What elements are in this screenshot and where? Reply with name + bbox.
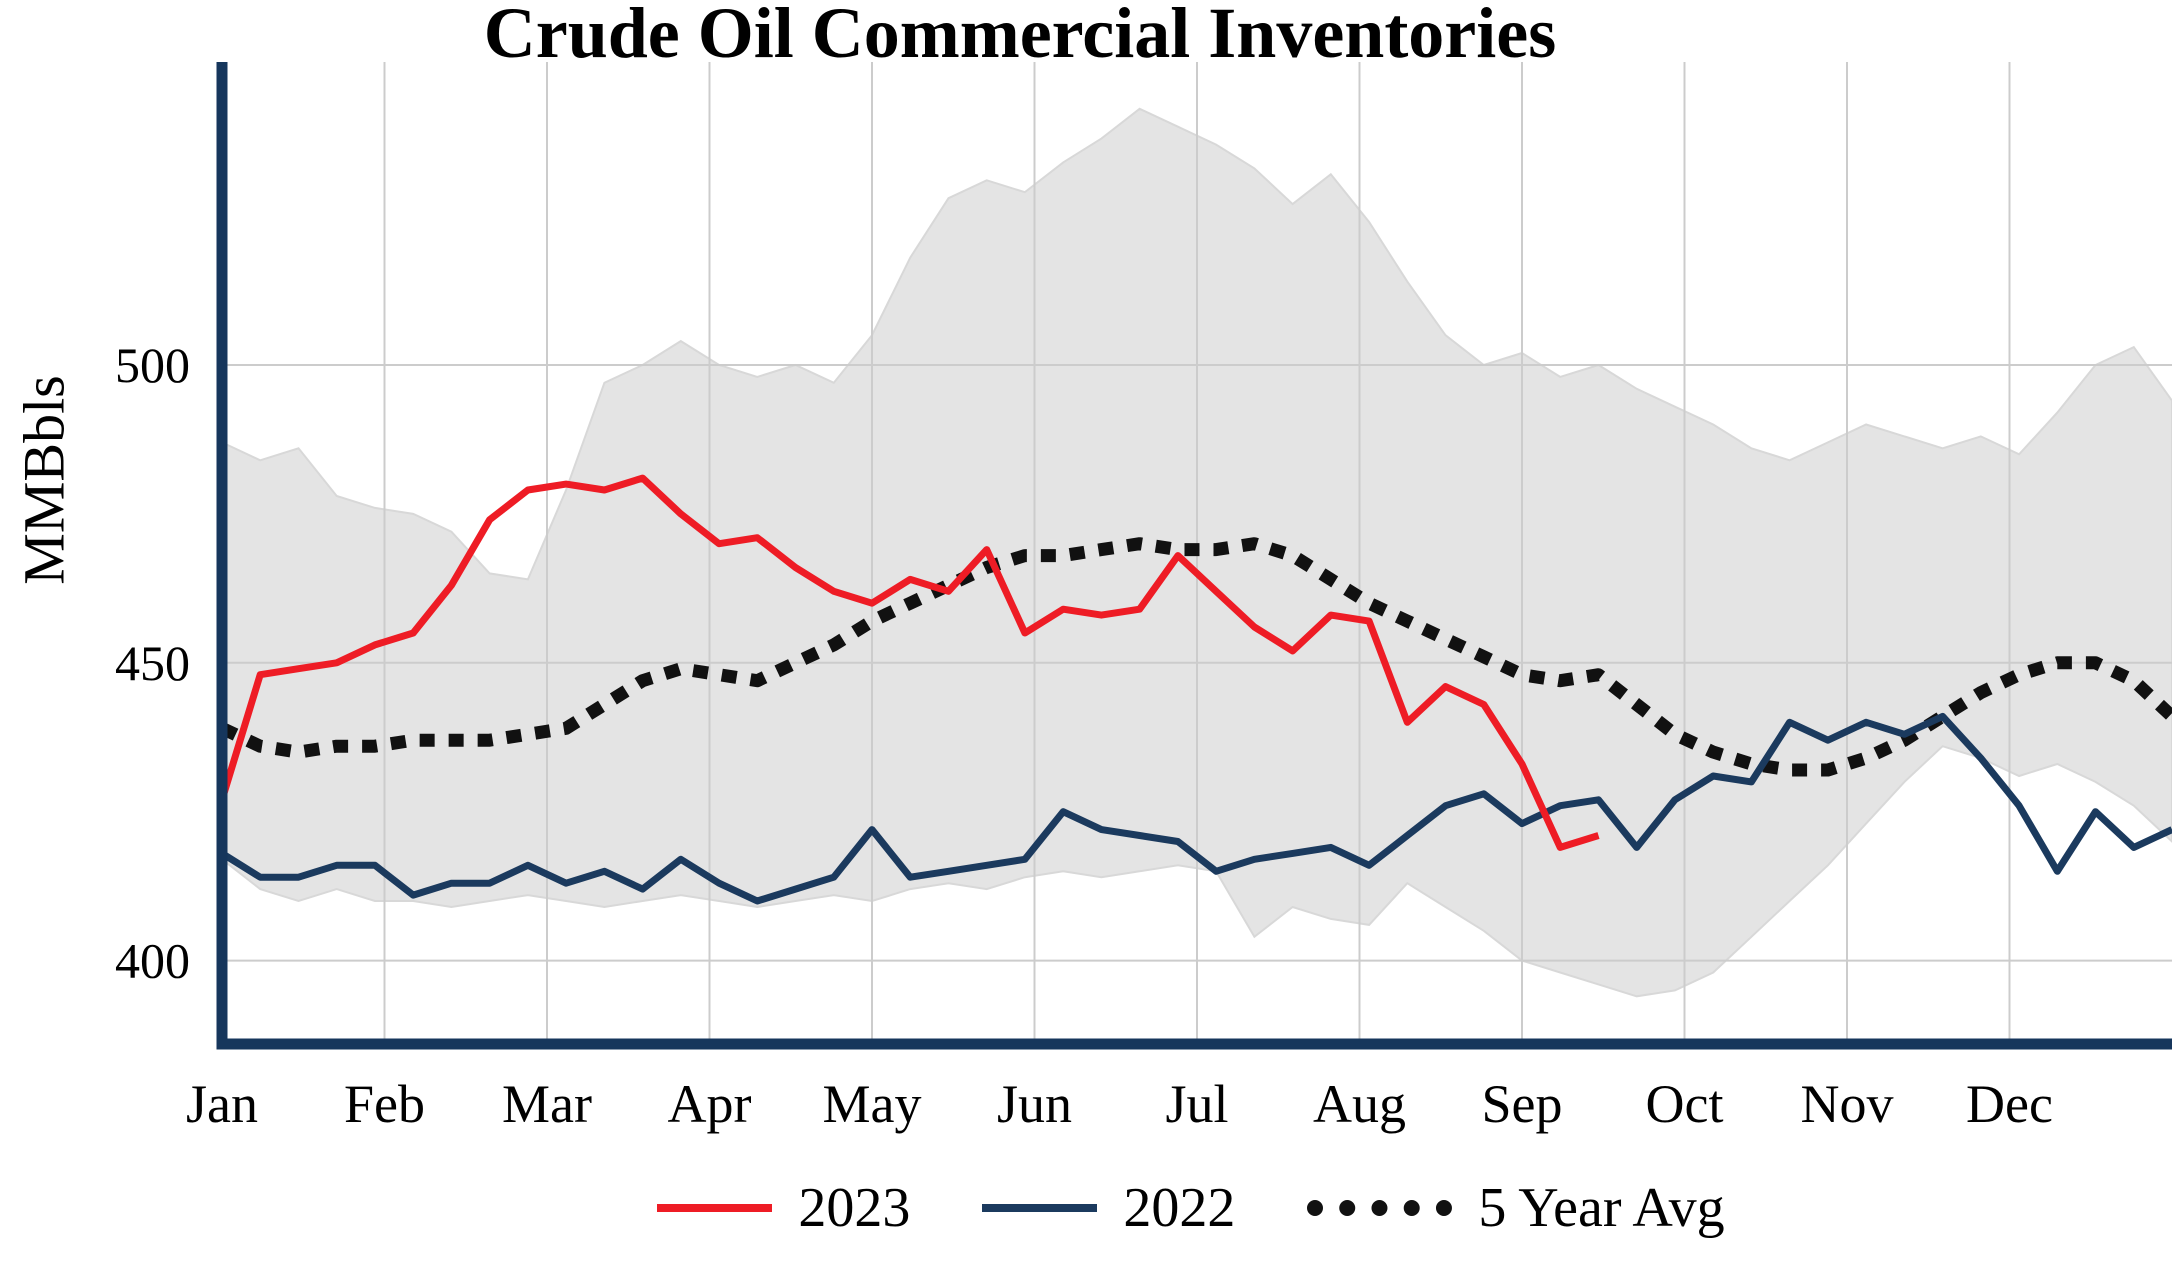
y-tick-label-400: 400 <box>115 933 190 989</box>
legend-label-2023: 2023 <box>798 1177 911 1239</box>
y-tick-label-450: 450 <box>115 635 190 691</box>
legend-item-5-year-avg: 5 Year Avg <box>1307 1176 1725 1240</box>
series-line-5-year-avg <box>219 537 2172 777</box>
x-tick-label-jul: Jul <box>1165 1074 1228 1134</box>
series-line-2023 <box>218 474 1600 851</box>
legend-label-2022: 2022 <box>1123 1177 1236 1239</box>
series-line-2022 <box>220 712 2172 905</box>
legend-swatch-2022-line <box>982 1204 1098 1212</box>
legend-item-2022: 2022 <box>982 1176 1235 1240</box>
legend-swatch-2023-line <box>657 1204 773 1212</box>
x-tick-label-aug: Aug <box>1313 1074 1406 1134</box>
legend-item-2023: 2023 <box>657 1176 910 1240</box>
chart-title: Crude Oil Commercial Inventories <box>483 0 1557 73</box>
x-tick-label-apr: Apr <box>668 1074 752 1134</box>
x-tick-label-may: May <box>823 1074 922 1134</box>
x-tick-label-sep: Sep <box>1482 1074 1563 1134</box>
x-tick-label-jan: Jan <box>186 1074 258 1134</box>
x-tick-label-jun: Jun <box>997 1074 1072 1134</box>
x-tick-label-oct: Oct <box>1646 1074 1724 1134</box>
x-tick-label-dec: Dec <box>1966 1074 2053 1134</box>
x-tick-label-nov: Nov <box>1801 1074 1894 1134</box>
legend-swatch-5-year-avg-dotted-line <box>1307 1200 1453 1216</box>
y-tick-label-500: 500 <box>115 337 190 393</box>
legend: 2023 2022 5 Year Avg <box>0 1176 2172 1240</box>
x-tick-label-feb: Feb <box>344 1074 425 1134</box>
y-axis-label: MMBbls <box>11 375 77 585</box>
x-tick-label-mar: Mar <box>502 1074 592 1134</box>
legend-label-5-year-avg: 5 Year Avg <box>1478 1177 1725 1239</box>
